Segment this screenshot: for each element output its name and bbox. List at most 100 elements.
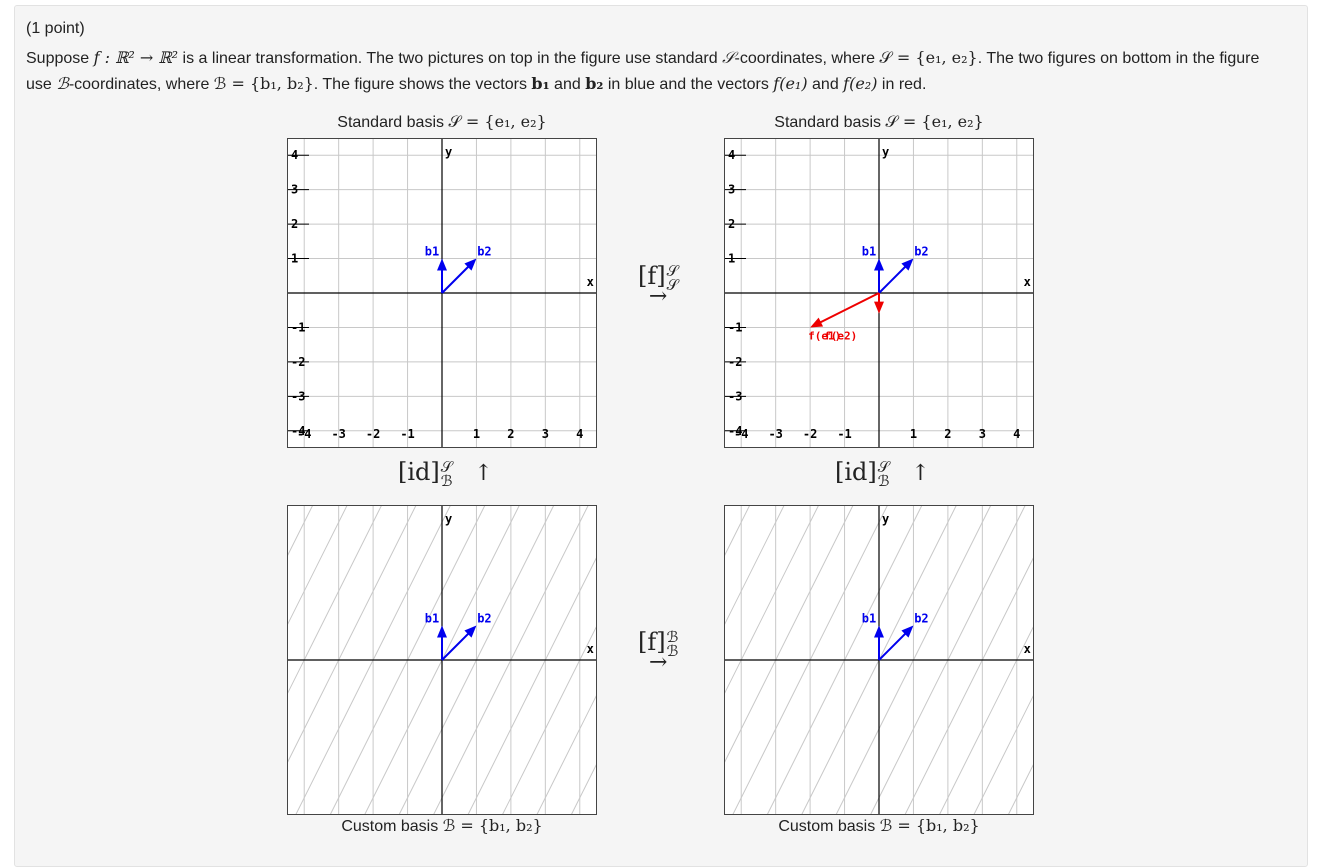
b1-arrowhead [437, 258, 447, 271]
math-b2: b₂ [585, 74, 604, 93]
operator-f-custom-sub: ℬ [666, 641, 679, 660]
operator-id-left-sup: 𝒮 [440, 457, 453, 476]
b2-label: b2 [914, 612, 928, 626]
b2-arrowhead [901, 625, 914, 638]
b2-vector [441, 264, 471, 294]
statement-text-4: . The two figures on bottom in the figur… [26, 50, 1260, 93]
x-tick-label: 3 [542, 427, 549, 441]
x-tick-label: 4 [576, 427, 583, 441]
statement-text-7: and [549, 76, 586, 93]
problem-points: (1 point) [26, 20, 85, 37]
caption-standard-left: Standard basis 𝒮 = {e₁, e₂} [287, 112, 597, 132]
operator-id-right-base: [id] [835, 458, 877, 486]
caption-custom-right-text: Custom basis [778, 818, 880, 835]
operator-f-standard: [f] 𝒮 𝒮 → [638, 262, 678, 309]
caption-custom-right: Custom basis ℬ = {b₁, b₂} [724, 816, 1034, 836]
x-tick-label: -1 [400, 427, 414, 441]
caption-standard-left-text: Standard basis [337, 114, 449, 131]
x-tick-label: 2 [507, 427, 514, 441]
x-tick-label: 2 [944, 427, 951, 441]
x-tick-label: -2 [366, 427, 380, 441]
b2-label: b2 [477, 612, 491, 626]
caption-standard-right: Standard basis 𝒮 = {e₁, e₂} [724, 112, 1034, 132]
math-S: 𝒮 [722, 48, 735, 67]
b2-vector [878, 264, 908, 294]
x-axis-label: x [1024, 642, 1031, 656]
operator-f-custom: [f] ℬ ℬ → [638, 628, 678, 675]
graph-custom-codomain: x y b1 b2 [724, 505, 1034, 815]
b1-label: b1 [862, 612, 876, 626]
operator-id-right-sup: 𝒮 [877, 457, 890, 476]
operator-f-standard-sup: 𝒮 [666, 261, 679, 280]
fe1-arrowhead [810, 317, 824, 328]
b1-label: b1 [425, 245, 439, 259]
statement-text-5: -coordinates, where [68, 76, 214, 93]
b2-arrowhead [901, 258, 914, 271]
x-axis-label: x [587, 275, 594, 289]
x-tick-label: -3 [331, 427, 345, 441]
statement-text-3: -coordinates, where [734, 50, 880, 67]
statement-text-10: in red. [877, 76, 927, 93]
math-B: ℬ [56, 74, 69, 93]
caption-custom-left: Custom basis ℬ = {b₁, b₂} [287, 816, 597, 836]
math-b1: b₁ [531, 74, 550, 93]
graph-standard-codomain: x y -4 -3 -2 -1 1 2 3 4 4 3 2 1 -1 -2 -3 -4 b1 b2 f(e1) f(e2) [724, 138, 1034, 448]
b2-arrowhead [464, 625, 477, 638]
b2-label: b2 [477, 245, 491, 259]
caption-custom-left-text: Custom basis [341, 818, 443, 835]
statement-text-8: in blue and the vectors [603, 76, 774, 93]
operator-id-left-base: [id] [398, 458, 440, 486]
x-tick-label: -1 [837, 427, 851, 441]
problem-panel [14, 5, 1308, 867]
x-tick-label: 1 [473, 427, 480, 441]
graph-standard-domain: x y -4 -3 -2 -1 1 2 3 4 4 3 2 1 -1 -2 -3 -4 b1 b2 [287, 138, 597, 448]
b1-arrowhead [437, 625, 447, 638]
b1-arrowhead [874, 625, 884, 638]
graph-custom-domain: x y b1 b2 [287, 505, 597, 815]
b2-label: b2 [914, 245, 928, 259]
b2-vector [441, 631, 471, 661]
operator-f-custom-base: [f] [638, 628, 666, 656]
x-tick-label: 4 [1013, 427, 1020, 441]
caption-standard-left-math: 𝒮 = {e₁, e₂} [448, 112, 547, 131]
b2-arrowhead [464, 258, 477, 271]
x-axis-label: x [587, 642, 594, 656]
arrow-up-icon: ↑ [911, 461, 930, 486]
fe2-arrowhead [874, 301, 884, 314]
fe1-vector [818, 292, 880, 324]
operator-id-left-sub: ℬ [440, 471, 453, 490]
x-tick-label: 1 [910, 427, 917, 441]
x-axis-label: x [1024, 275, 1031, 289]
caption-custom-right-math: ℬ = {b₁, b₂} [879, 816, 980, 835]
b2-vector [878, 631, 908, 661]
problem-statement: Suppose f : ℝ² → ℝ² is a linear transfor… [26, 45, 1276, 97]
x-tick-label: 3 [979, 427, 986, 441]
arrow-right-icon: → [648, 283, 668, 309]
fe2-label: f(e2) [824, 329, 857, 342]
statement-text-2: is a linear transformation. The two pict… [178, 50, 723, 67]
y-axis-label: y [882, 512, 889, 526]
y-axis-label: y [882, 145, 889, 159]
fe1-label: f(e1) [808, 329, 841, 342]
x-tick-label: -2 [803, 427, 817, 441]
operator-id-left: [id] 𝒮 ℬ ↑ [398, 458, 493, 488]
arrow-up-icon: ↑ [474, 461, 493, 486]
statement-text-9: and [807, 76, 844, 93]
arrow-right-icon: → [648, 649, 668, 675]
operator-id-right: [id] 𝒮 ℬ ↑ [835, 458, 930, 488]
caption-standard-right-text: Standard basis [774, 114, 886, 131]
operator-id-right-sub: ℬ [877, 471, 890, 490]
b1-label: b1 [425, 612, 439, 626]
math-fe1: f(e₁) [773, 74, 808, 93]
math-S-def: 𝒮 = {e₁, e₂} [879, 48, 978, 67]
caption-custom-left-math: ℬ = {b₁, b₂} [442, 816, 543, 835]
caption-standard-right-math: 𝒮 = {e₁, e₂} [885, 112, 984, 131]
operator-f-standard-sub: 𝒮 [666, 275, 679, 294]
math-f-map: f : ℝ² → ℝ² [93, 48, 179, 67]
math-B-def: ℬ = {b₁, b₂} [213, 74, 314, 93]
operator-f-standard-base: [f] [638, 262, 666, 290]
y-axis-label: y [445, 512, 452, 526]
statement-text-1: Suppose [26, 50, 94, 67]
b1-label: b1 [862, 245, 876, 259]
y-axis-label: y [445, 145, 452, 159]
